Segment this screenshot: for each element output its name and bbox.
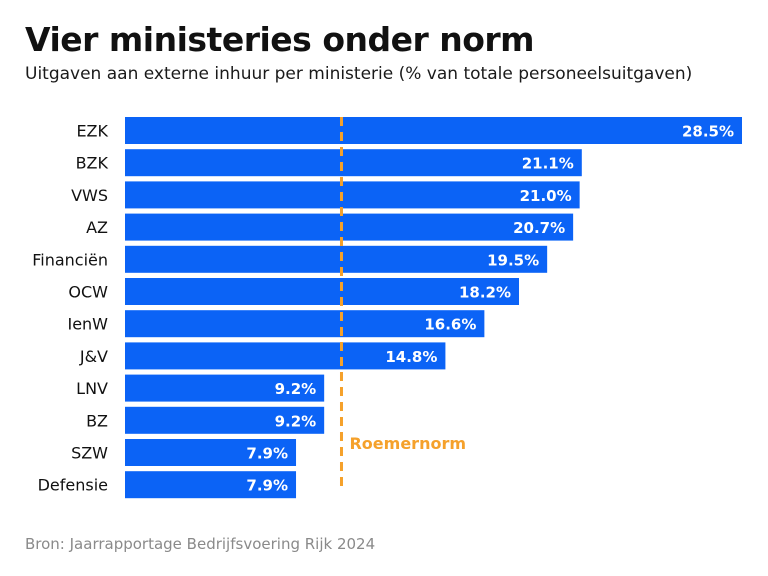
chart-subtitle: Uitgaven aan externe inhuur per minister… xyxy=(25,64,693,84)
category-label: BZ xyxy=(86,411,108,430)
category-label: Financiën xyxy=(32,250,108,269)
data-label: 28.5% xyxy=(682,123,734,141)
data-label: 18.2% xyxy=(459,284,511,302)
reference-line-label: Roemernorm xyxy=(349,434,466,453)
bar xyxy=(125,374,325,402)
data-label: 21.1% xyxy=(522,155,574,173)
data-label: 9.2% xyxy=(275,380,317,398)
bar xyxy=(125,310,485,338)
bar xyxy=(125,149,582,177)
category-label: EZK xyxy=(76,122,108,141)
category-label: SZW xyxy=(71,444,108,463)
bar xyxy=(125,342,446,370)
data-label: 7.9% xyxy=(246,477,288,495)
source-note: Bron: Jaarrapportage Bedrijfsvoering Rij… xyxy=(25,535,376,553)
data-label: 20.7% xyxy=(513,219,565,237)
data-label: 19.5% xyxy=(487,251,539,269)
bar xyxy=(125,471,297,499)
bar xyxy=(125,181,580,209)
bar xyxy=(125,117,742,144)
category-label: Defensie xyxy=(38,476,108,495)
bar xyxy=(125,278,520,305)
category-label: OCW xyxy=(68,283,108,302)
category-label: BZK xyxy=(76,154,109,173)
data-label: 21.0% xyxy=(520,187,572,205)
category-label: J&V xyxy=(79,347,108,366)
bar xyxy=(125,245,548,273)
category-label: VWS xyxy=(71,186,108,205)
bar xyxy=(125,439,297,466)
data-label: 16.6% xyxy=(424,316,476,334)
category-label: LNV xyxy=(76,379,108,398)
data-label: 14.8% xyxy=(385,348,437,366)
chart-title: Vier ministeries onder norm xyxy=(25,20,535,59)
data-label: 9.2% xyxy=(275,412,317,430)
data-label: 7.9% xyxy=(246,445,288,463)
bar xyxy=(125,213,574,241)
category-label: IenW xyxy=(67,315,108,334)
bar xyxy=(125,406,325,434)
category-label: AZ xyxy=(86,218,108,237)
